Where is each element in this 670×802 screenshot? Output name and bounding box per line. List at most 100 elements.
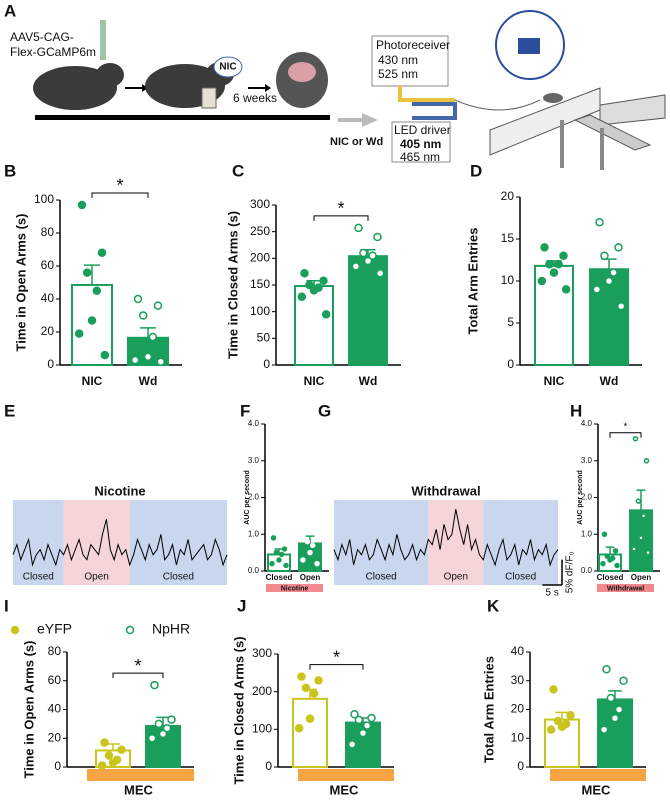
led-box [391,121,451,163]
data-point [150,680,159,690]
data-point [74,329,84,338]
panel-letter: A [4,1,16,20]
duration-label: 6 weeks [233,91,277,105]
x-label-band [550,769,646,781]
data-point [354,223,363,233]
data-point [614,243,623,252]
region [129,500,227,585]
data-point [154,719,164,729]
significance-bracket [313,215,369,221]
data-point [546,725,556,734]
y-tick-label: 15 [501,231,515,245]
data-point [100,350,110,360]
y-tick-label: 250 [250,224,270,238]
data-point [321,310,331,319]
panel-letter: K [487,596,500,615]
data-point [367,713,376,723]
y-tick-label: 0 [507,357,514,371]
y-axis-label: AUC per second [244,470,251,524]
fiber [454,99,541,111]
data-point [283,562,289,569]
data-point [301,509,308,515]
data-point [158,729,168,739]
camera [518,38,540,54]
data-point [604,276,614,286]
data-point [607,557,613,563]
y-axis-label: AUC per second [577,470,584,524]
y-axis-label: Time in Closed Arms (s) [231,636,246,784]
y-axis-label: Time in Open Arms (s) [13,214,28,352]
data-point [300,269,309,278]
error-bar [605,546,615,555]
data-point [108,758,118,767]
significance-bracket [91,192,149,198]
bottle [201,87,217,109]
y-tick-label: 3.0 [581,456,593,465]
panel-letter: G [318,401,331,420]
data-point [314,560,320,567]
bubble [213,56,243,78]
legend-marker [10,625,20,635]
y-tick-label: 200 [252,684,272,698]
x-tick-label: Wd [600,374,619,388]
data-point [148,332,158,342]
data-point [153,301,163,310]
data-point [133,294,143,304]
maze-arm [573,114,652,151]
schematic: A AAV5-CAG- Flex-GCaMP6m NIC 6 weeks NIC… [4,1,666,170]
x-tick-label: Closed [266,573,293,582]
data-point [351,262,361,271]
light-path [412,102,457,120]
region [13,500,64,585]
y-tick-label: 20 [511,702,525,716]
data-point [601,531,608,537]
data-point [566,711,575,720]
y-tick-label: 4.0 [248,419,260,428]
data-point [602,665,611,674]
y-tick-label: 40 [511,644,525,658]
region [483,500,558,585]
data-point [610,713,620,723]
data-point [309,689,319,698]
data-point [350,710,359,719]
data-point [297,672,306,681]
photoreceiver-box [371,35,449,87]
data-point [632,435,639,442]
y-tick-label: 2.0 [248,493,260,502]
data-point [309,286,319,295]
data-point [305,714,315,724]
x-axis-label: MEC [124,782,154,797]
led-label: LED driver [394,123,451,137]
panel-letter: B [4,161,16,180]
data-point [104,751,114,760]
data-point [347,740,357,749]
data-point [278,551,285,558]
data-point [549,685,558,694]
region-label: Closed [505,572,536,583]
error-bar [306,279,322,287]
error-bar [555,711,569,720]
data-point [600,251,609,261]
data-point [643,458,650,464]
condition-label: Nicotine [281,585,309,592]
data-point [614,705,624,714]
y-tick-label: 20 [501,189,515,203]
photoreceiver-label: Photoreceiver [376,38,450,52]
y-tick-label: 0 [54,759,61,773]
y-tick-label: 80 [48,644,62,658]
drug-label: NIC [219,62,236,73]
mouse-head [288,62,316,82]
y-tick-label: 0.0 [581,566,593,575]
y-tick-label: 60 [41,258,55,272]
y-tick-label: 40 [48,702,62,716]
y-tick-label: 20 [48,730,62,744]
data-point [553,716,563,726]
x-tick-label: NIC [304,374,325,388]
y-tick-label: 1.0 [581,529,593,538]
data-point [631,546,637,552]
data-point [305,280,314,290]
x-tick-label: NIC [82,374,103,388]
timeline [35,115,330,120]
trace-title: Withdrawal [411,483,480,498]
arrow [338,113,378,127]
